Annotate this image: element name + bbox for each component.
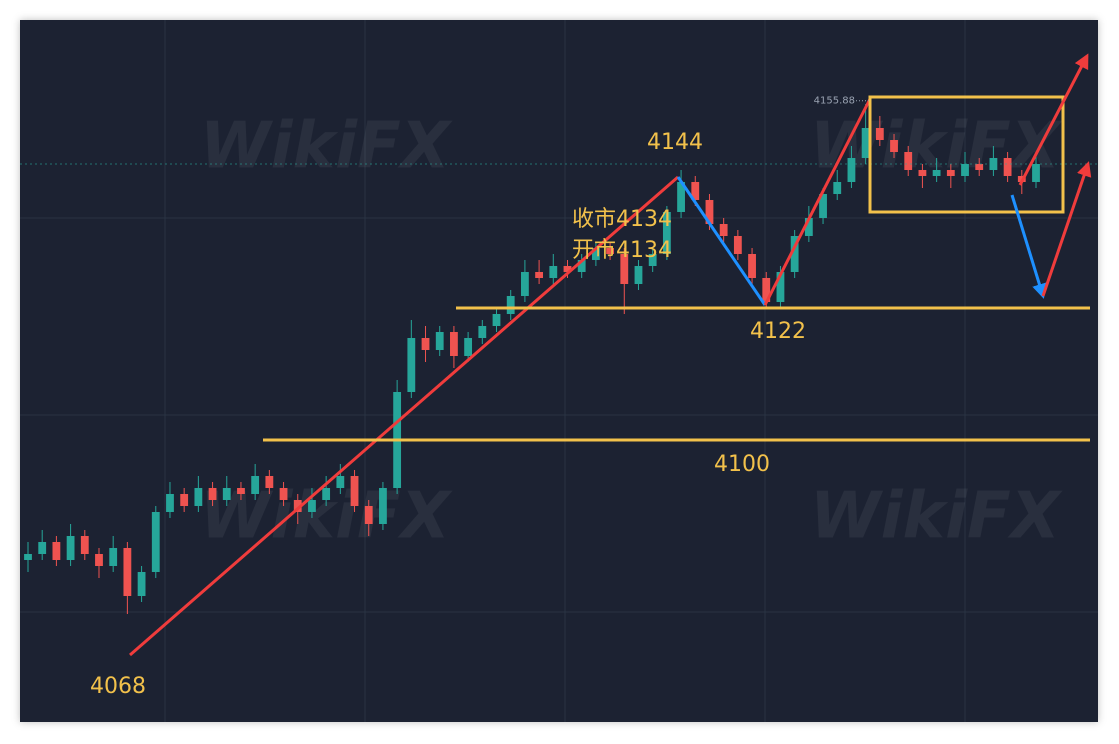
candle-body	[151, 512, 160, 572]
candle-body	[705, 200, 714, 224]
candle-body	[464, 338, 473, 356]
candle-body	[634, 266, 643, 284]
watermarks: WikiFX WikiFX WikiFX WikiFX	[200, 110, 1063, 554]
candle-body	[80, 536, 89, 554]
candle-body	[946, 170, 955, 176]
candle-body	[364, 506, 373, 524]
plot-area	[20, 20, 1098, 722]
candle-body	[478, 326, 487, 338]
candle-body	[606, 248, 614, 254]
candle-body	[890, 140, 898, 152]
arrow	[1018, 53, 1089, 186]
candle-body	[222, 488, 231, 500]
watermark: WikiFX	[810, 480, 1063, 554]
candle-body	[180, 494, 189, 506]
arrow	[1041, 161, 1092, 297]
candle-body	[336, 476, 345, 488]
candle-body	[506, 296, 515, 314]
candle-body	[293, 500, 302, 512]
candle-body	[662, 212, 671, 254]
candle-body	[137, 572, 146, 596]
candle-body	[435, 332, 444, 350]
level-label: 4144	[647, 130, 703, 155]
level-label: 4100	[714, 452, 770, 477]
candle-body	[350, 476, 359, 506]
note: 开市4134	[572, 238, 672, 263]
candle-body	[748, 254, 756, 278]
candle-body	[861, 128, 870, 158]
candle-body	[251, 476, 260, 494]
high-label: 4155.88	[814, 96, 855, 107]
candle-body	[308, 500, 316, 512]
candle-body	[1032, 164, 1040, 182]
candles	[20, 104, 1098, 614]
candle-body	[95, 554, 103, 566]
candle-body	[648, 254, 657, 266]
candle-body	[123, 548, 132, 596]
range-box	[868, 95, 1065, 214]
candle-body	[492, 314, 501, 326]
candle-body	[407, 338, 416, 392]
level-label: 4122	[750, 319, 806, 344]
arrow	[1010, 194, 1047, 299]
candle-body	[421, 338, 430, 350]
candle-body	[975, 164, 984, 170]
candle-body	[109, 548, 118, 566]
candle-body	[265, 476, 274, 488]
candle-body	[208, 488, 217, 500]
candle-body	[577, 260, 586, 272]
candle-body	[1003, 158, 1012, 176]
candle-body	[549, 266, 558, 278]
trend-line	[129, 175, 679, 657]
candle-body	[691, 182, 700, 200]
candle-body	[790, 236, 799, 272]
candle-body	[733, 236, 742, 254]
candle-body	[24, 554, 32, 560]
candle-body	[989, 158, 998, 170]
trend-line	[763, 98, 872, 306]
note: 收市4134	[572, 207, 672, 232]
candle-body	[38, 542, 47, 554]
candle-body	[918, 170, 927, 176]
candle-body	[66, 536, 75, 560]
candle-body	[719, 224, 728, 236]
candle-body	[677, 182, 685, 212]
candle-body	[620, 254, 629, 284]
candle-body	[804, 218, 813, 236]
trend-line	[676, 176, 767, 306]
grid	[20, 20, 1098, 722]
candle-body	[379, 488, 387, 524]
candle-body	[520, 272, 529, 296]
candle-body	[875, 128, 884, 140]
candle-body	[819, 194, 827, 218]
candle-body	[847, 158, 856, 182]
candle-body	[279, 488, 288, 500]
annotations: 4144 收市4134 开市4134 4122 4100 4068 4155.8…	[90, 53, 1092, 699]
candle-body	[563, 266, 572, 272]
candle-body	[776, 272, 785, 302]
candle-body	[166, 494, 174, 512]
candle-body	[833, 182, 842, 194]
candle-body	[237, 488, 245, 494]
candle-body	[961, 164, 969, 176]
level-label: 4068	[90, 674, 146, 699]
candle-body	[591, 248, 600, 260]
candle-body	[535, 272, 544, 278]
watermark: WikiFX	[200, 110, 453, 184]
candle-body	[450, 332, 458, 356]
candle-body	[194, 488, 203, 506]
candle-body	[322, 488, 331, 500]
candle-body	[762, 278, 771, 302]
candle-body	[932, 170, 941, 176]
candle-body	[904, 152, 913, 170]
candle-body	[52, 542, 61, 560]
